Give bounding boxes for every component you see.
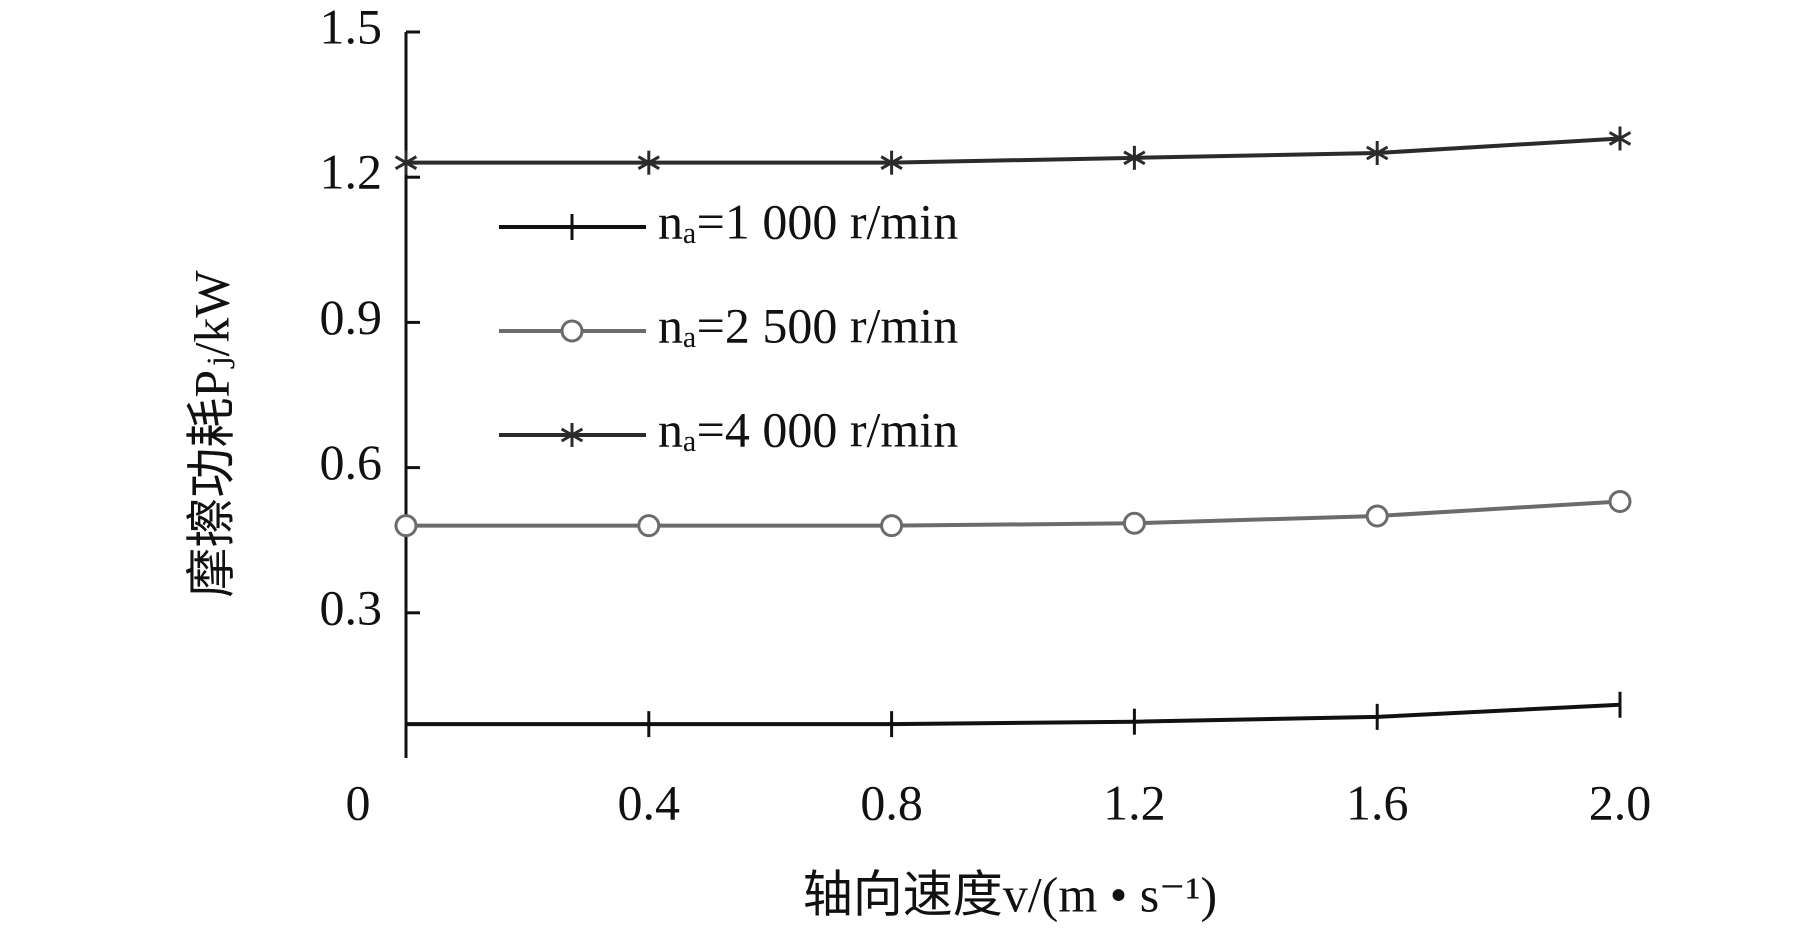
series-line <box>406 136 1621 165</box>
y-tick-label: 0.3 <box>320 579 383 635</box>
marker-part <box>394 155 418 170</box>
marker-part <box>1365 504 1389 528</box>
legend-label: nₐ=1 000 r/min <box>658 193 958 249</box>
point <box>1608 126 1632 151</box>
x-tick-label: 1.2 <box>1103 774 1166 830</box>
legend-label: nₐ=2 500 r/min <box>658 297 958 353</box>
point <box>1122 511 1146 535</box>
marker-part <box>637 155 660 170</box>
x-tick-label: 0 <box>346 774 371 830</box>
point <box>637 150 660 175</box>
marker-part <box>880 155 903 170</box>
marker-part <box>560 427 584 443</box>
point <box>394 514 418 538</box>
point <box>394 150 418 175</box>
marker-part <box>1122 511 1146 535</box>
series-line <box>406 499 1621 528</box>
legend-marker <box>560 423 584 447</box>
x-tick-label: 1.6 <box>1346 774 1409 830</box>
marker-part <box>1608 489 1632 513</box>
x-tick-label: 0.4 <box>618 774 681 830</box>
y-tick-label: 1.2 <box>320 144 383 200</box>
marker-part <box>880 514 904 538</box>
x-tick-label: 0.8 <box>860 774 923 830</box>
y-tick-label: 0.9 <box>320 289 383 345</box>
marker-part <box>1366 145 1389 161</box>
point <box>1123 145 1146 170</box>
marker-part <box>1123 150 1146 166</box>
marker-part <box>560 319 584 343</box>
y-tick-label: 1.5 <box>320 0 383 54</box>
x-tick-label: 2.0 <box>1589 774 1652 830</box>
point <box>1366 141 1389 165</box>
point <box>1365 504 1389 528</box>
y-axis-label: 摩擦功耗Pⱼ/kW <box>183 270 239 598</box>
marker-part <box>1608 131 1632 146</box>
marker-part <box>394 514 418 538</box>
point <box>880 514 904 538</box>
series-line <box>406 702 1621 727</box>
y-tick-label: 0.6 <box>320 434 383 490</box>
point <box>880 150 903 175</box>
marker-part <box>637 514 661 538</box>
x-axis-label: 轴向速度v/(m • s⁻¹) <box>803 866 1217 922</box>
legend-marker <box>560 319 584 343</box>
legend-label: nₐ=4 000 r/min <box>658 401 958 457</box>
point <box>1608 489 1632 513</box>
point <box>637 514 661 538</box>
